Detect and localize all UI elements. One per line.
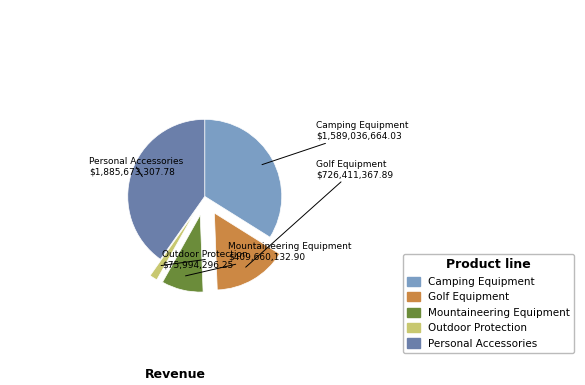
Legend: Camping Equipment, Golf Equipment, Mountaineering Equipment, Outdoor Protection,: Camping Equipment, Golf Equipment, Mount…: [403, 254, 574, 353]
Text: Outdoor Protection
$75,994,296.25: Outdoor Protection $75,994,296.25: [161, 250, 248, 269]
Text: Camping Equipment
$1,589,036,664.03: Camping Equipment $1,589,036,664.03: [262, 121, 409, 165]
Text: Revenue: Revenue: [145, 368, 206, 381]
Wedge shape: [163, 215, 203, 292]
Text: Golf Equipment
$726,411,367.89: Golf Equipment $726,411,367.89: [246, 160, 394, 267]
Wedge shape: [150, 213, 194, 280]
Wedge shape: [214, 213, 280, 290]
Wedge shape: [128, 119, 205, 259]
Text: Personal Accessories
$1,885,673,307.78: Personal Accessories $1,885,673,307.78: [90, 157, 184, 177]
Wedge shape: [205, 119, 282, 237]
Text: Mountaineering Equipment
$409,660,132.90: Mountaineering Equipment $409,660,132.90: [185, 242, 352, 276]
